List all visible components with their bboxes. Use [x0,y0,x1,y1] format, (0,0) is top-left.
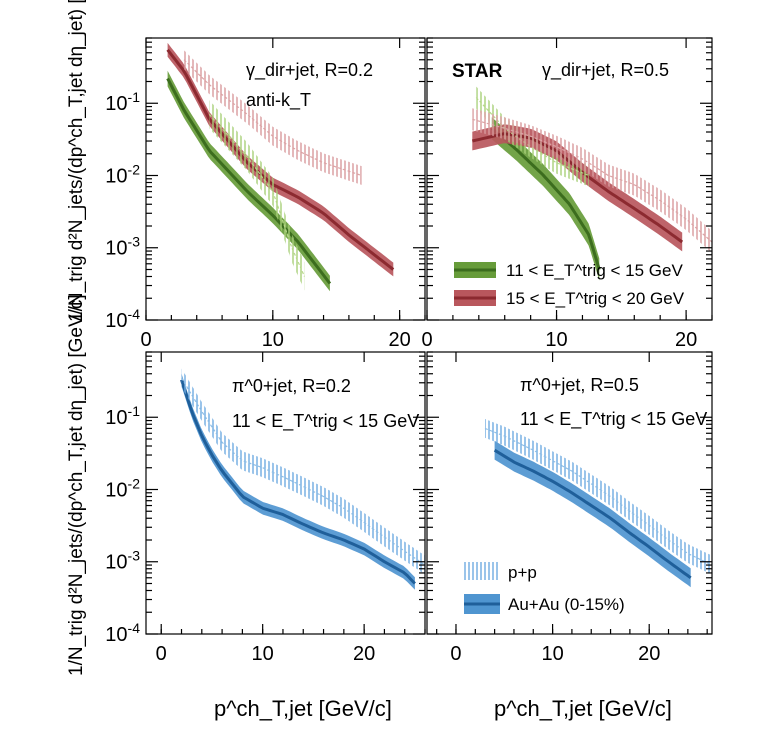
panel-bottom-left-subtitle: 11 < E_T^trig < 15 GeV [232,411,419,432]
top-right-series-red-hatched-hatch [472,108,712,253]
y-tick-label: 10-3 [105,234,140,260]
x-tick-label: 0 [421,329,432,351]
top-left-series-red-hatched-line [183,59,362,177]
y-axis-label-bottom: 1/N_trig d²N_jets/(dp^ch_T,jet dη_jet) [… [66,294,87,676]
bottom-right-series-blue-hatched-line [484,427,712,566]
panel-top-left-subtitle: anti-k_T [246,90,311,111]
x-tick-label: 10 [541,643,563,665]
panel-bottom-left-title: π^0+jet, R=0.2 [232,376,351,396]
x-axis-label-left: p^ch_T,jet [GeV/c] [214,696,392,721]
y-tick-label: 10-3 [105,548,140,574]
bottom-left-series-blue-band-band [181,373,415,590]
top-right-series-green-band-band [491,117,600,281]
x-axis-label-right: p^ch_T,jet [GeV/c] [494,696,672,721]
x-tick-label: 10 [262,329,284,351]
panel-bottom-right-subtitle: 11 < E_T^trig < 15 GeV [520,409,707,430]
panel-top-right-title: γ_dir+jet, R=0.5 [542,60,669,81]
panel-top-right-plot [471,86,712,281]
x-tick-label: 20 [675,329,697,351]
top-right-series-green-hatched-hatch [476,86,589,187]
top-left-series-green-hatched-hatch [209,100,305,291]
bottom-right-series-blue-hatched-hatch [485,419,712,575]
panel-top-left-plot [166,42,395,292]
panel-bottom-right-title: π^0+jet, R=0.5 [520,375,639,395]
legend-pi0: p+p Au+Au (0-15%) [464,562,625,614]
x-tick-label: 20 [638,643,660,665]
x-tick-label: 0 [140,329,151,351]
top-left-series-green-band-line [166,77,332,285]
y-tick-label: 10-1 [105,403,140,429]
bottom-left-series-blue-hatched-hatch [181,368,425,575]
x-tick-label: 0 [450,643,461,665]
legend-label-green: 11 < E_T^trig < 15 GeV [506,261,683,280]
bottom-right-series-blue-band-line [493,448,692,579]
panel-bottom-right-plot [484,419,712,588]
legend-swatch-pp [464,562,500,580]
bottom-left-series-blue-hatched-line [180,377,425,566]
y-axis-label-top: 1/N_trig d²N_jets/(dp^ch_T,jet dη_jet) [… [66,0,87,322]
y-tick-label: 10-4 [105,306,140,332]
x-tick-label: 10 [545,329,567,351]
top-left-series-red-band-line [166,48,395,271]
top-right-series-red-hatched-line [472,118,712,243]
y-tick-label: 10-4 [105,620,140,646]
panels: 0 10 20 10-1 10-2 10-3 10-4 γ_dir+jet, R=0.2 ant… [105,37,713,665]
x-tick-label: 0 [156,643,167,665]
panel-bottom-left-plot [180,368,425,590]
legend-label-red: 15 < E_T^trig < 20 GeV [506,289,685,308]
top-left-series-red-band-band [167,42,394,277]
panel-top-left-title: γ_dir+jet, R=0.2 [246,60,373,81]
y-tick-label: 10-2 [105,475,140,501]
y-tick-label: 10-1 [105,89,140,115]
legend-label-pp: p+p [508,563,537,582]
legend-label-auau: Au+Au (0-15%) [508,595,625,614]
x-tick-label: 10 [252,643,274,665]
legend-gamma: 11 < E_T^trig < 15 GeV 15 < E_T^trig < 2… [454,261,685,308]
top-left-series-red-hatched-hatch [184,50,362,185]
x-tick-label: 20 [353,643,375,665]
bottom-left-series-blue-band-line [180,379,416,585]
y-tick-label: 10-2 [105,161,140,187]
experiment-label: STAR [452,61,503,82]
x-tick-label: 20 [389,329,411,351]
